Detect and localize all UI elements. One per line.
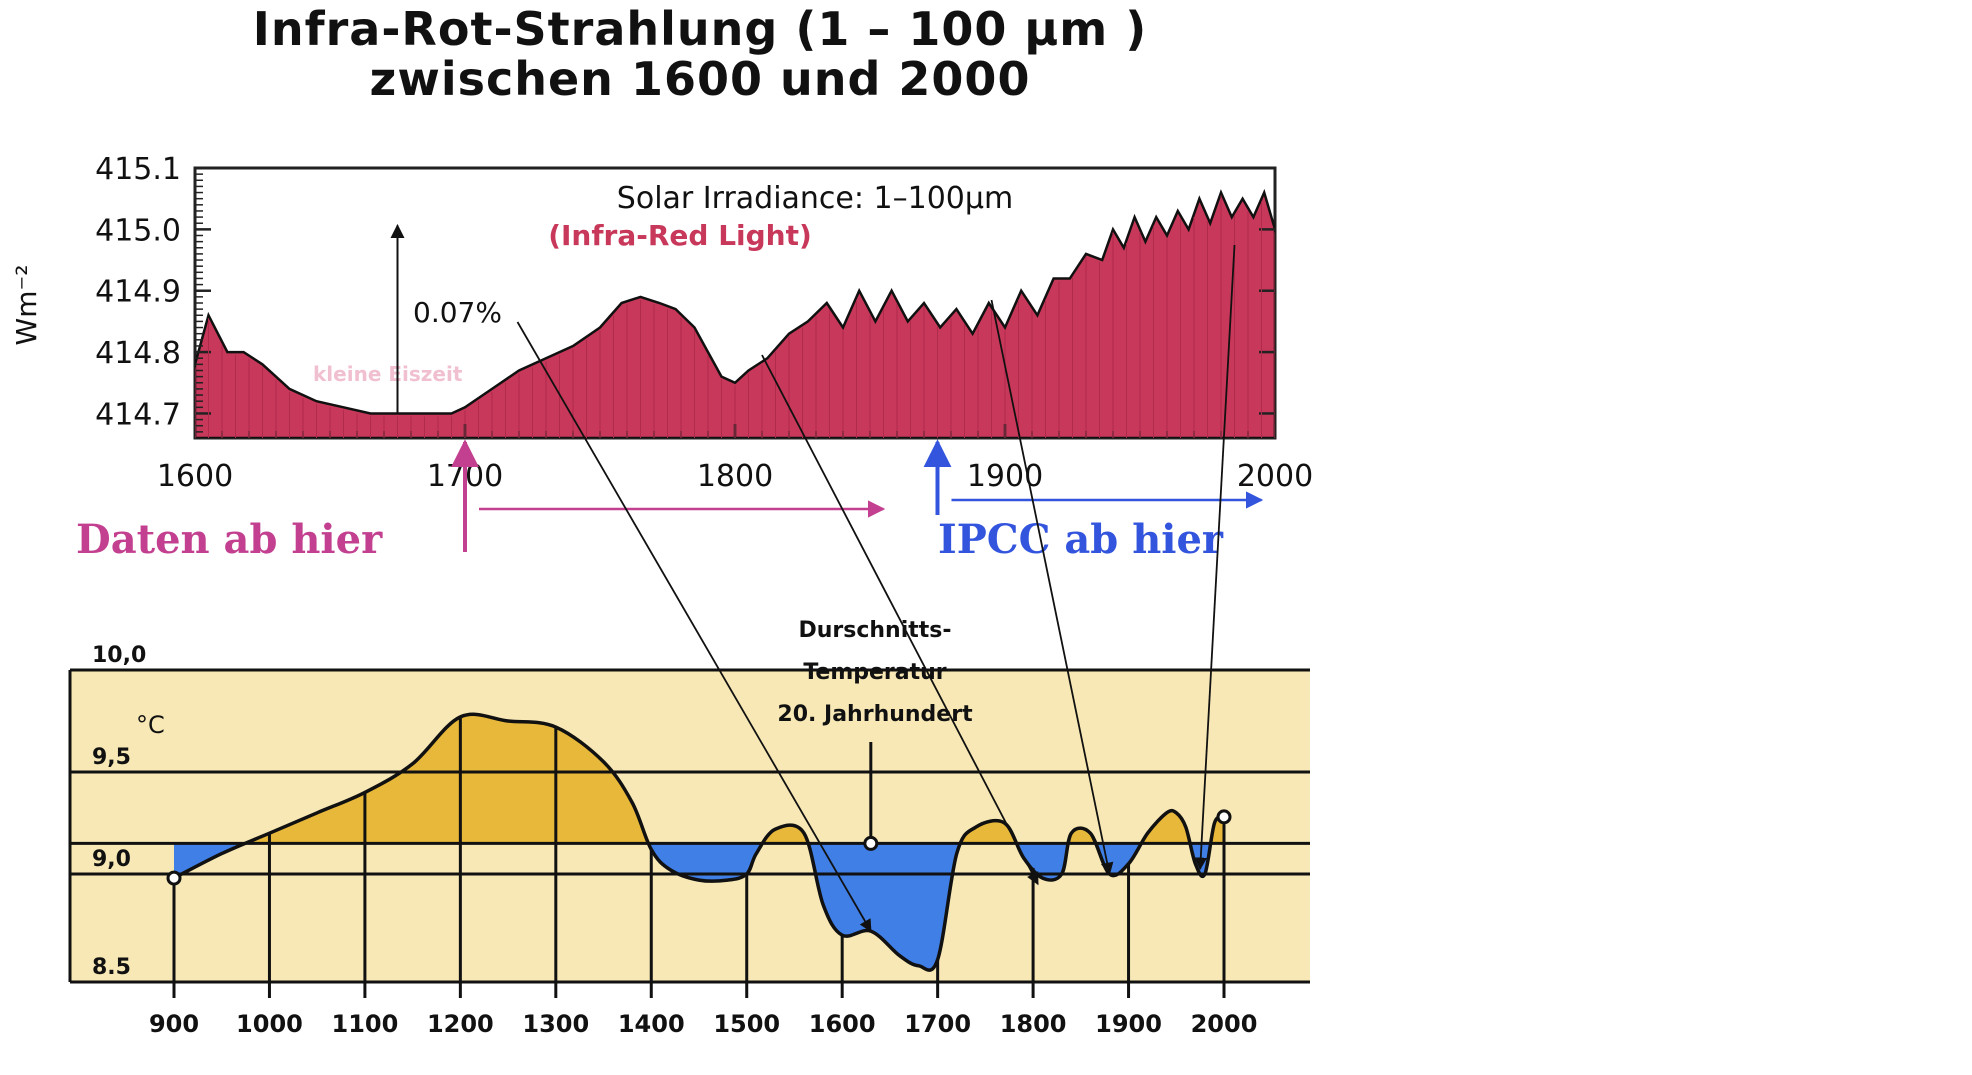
connector-arrow bbox=[1194, 244, 1236, 871]
ir-ytick-label: 414.7 bbox=[95, 397, 181, 432]
temperature-xtick-label: 1500 bbox=[713, 1010, 780, 1038]
temperature-annotation-line-1: Durschnitts- bbox=[798, 618, 951, 643]
ir-ytick-label: 414.8 bbox=[95, 336, 181, 371]
temperature-annotation-dot bbox=[863, 835, 879, 851]
temperature-ytick-label: 8.5 bbox=[92, 955, 131, 980]
data-start-label: Daten ab hier bbox=[76, 516, 383, 563]
temperature-xtick-label: 1100 bbox=[332, 1010, 399, 1038]
ir-xtick-label: 2000 bbox=[1237, 459, 1313, 494]
ir-xtick-label: 1600 bbox=[157, 459, 233, 494]
ir-ytick-label: 415.0 bbox=[95, 213, 181, 248]
temperature-start-dot bbox=[166, 870, 182, 886]
temperature-plot-background bbox=[70, 670, 1310, 982]
connector-arrow bbox=[516, 321, 872, 933]
temperature-ytick-label: 10,0 bbox=[92, 643, 146, 668]
ir-xtick-label: 1900 bbox=[967, 459, 1043, 494]
period-markers: Daten ab hier IPCC ab hier bbox=[76, 439, 1264, 563]
temperature-xtick-label: 1800 bbox=[1000, 1010, 1067, 1038]
ir-ytick-label: 414.9 bbox=[95, 275, 181, 310]
chart-title-line-1: Infra-Rot-Strahlung (1 – 100 µm ) bbox=[252, 2, 1148, 56]
chart-title-line-2: zwischen 1600 und 2000 bbox=[369, 52, 1031, 106]
ir-annotation-percent: 0.07% bbox=[413, 296, 502, 329]
temperature-chart: 10,0 9,5 9,0 8.5 900 1000 1100 1200 1300 1400 150… bbox=[68, 618, 1310, 1038]
ir-ylabel: Wm⁻² bbox=[10, 265, 43, 346]
temperature-ytick-label: 9,0 bbox=[92, 847, 131, 872]
temperature-xtick-label: 2000 bbox=[1191, 1010, 1258, 1038]
ir-chart-title: Solar Irradiance: 1–100µm bbox=[617, 181, 1013, 216]
temperature-annotation: Durschnitts- Temperatur 20. Jahrhundert bbox=[777, 618, 973, 851]
temperature-xtick-label: 1000 bbox=[236, 1010, 303, 1038]
ir-area-hatching bbox=[195, 195, 1275, 438]
temperature-ytick-label: 9,5 bbox=[92, 745, 131, 770]
temperature-warm-area bbox=[174, 714, 1224, 844]
temperature-end-dot bbox=[1216, 809, 1232, 825]
temperature-xtick-label: 1200 bbox=[427, 1010, 494, 1038]
connector-arrow bbox=[990, 299, 1114, 876]
ir-annotation-little-ice-age: kleine Eiszeit bbox=[313, 362, 463, 386]
connector-arrows bbox=[516, 244, 1236, 933]
connector-arrow bbox=[761, 354, 1039, 886]
temperature-xtick-label: 1400 bbox=[618, 1010, 685, 1038]
temperature-xtick-label: 1300 bbox=[522, 1010, 589, 1038]
ir-xtick-label: 1800 bbox=[697, 459, 773, 494]
ir-chart-subtitle: (Infra-Red Light) bbox=[548, 219, 812, 252]
ipcc-start-label: IPCC ab hier bbox=[938, 516, 1224, 563]
ir-ytick-label: 415.1 bbox=[95, 152, 181, 187]
temperature-xtick-label: 900 bbox=[149, 1010, 199, 1038]
temperature-ylabel: °C bbox=[136, 711, 165, 739]
temperature-xtick-label: 1600 bbox=[809, 1010, 876, 1038]
temperature-xtick-label: 1900 bbox=[1095, 1010, 1162, 1038]
temperature-annotation-line-2: Temperatur bbox=[803, 660, 946, 685]
temperature-xtick-label: 1700 bbox=[904, 1010, 971, 1038]
temperature-annotation-line-3: 20. Jahrhundert bbox=[777, 702, 973, 727]
